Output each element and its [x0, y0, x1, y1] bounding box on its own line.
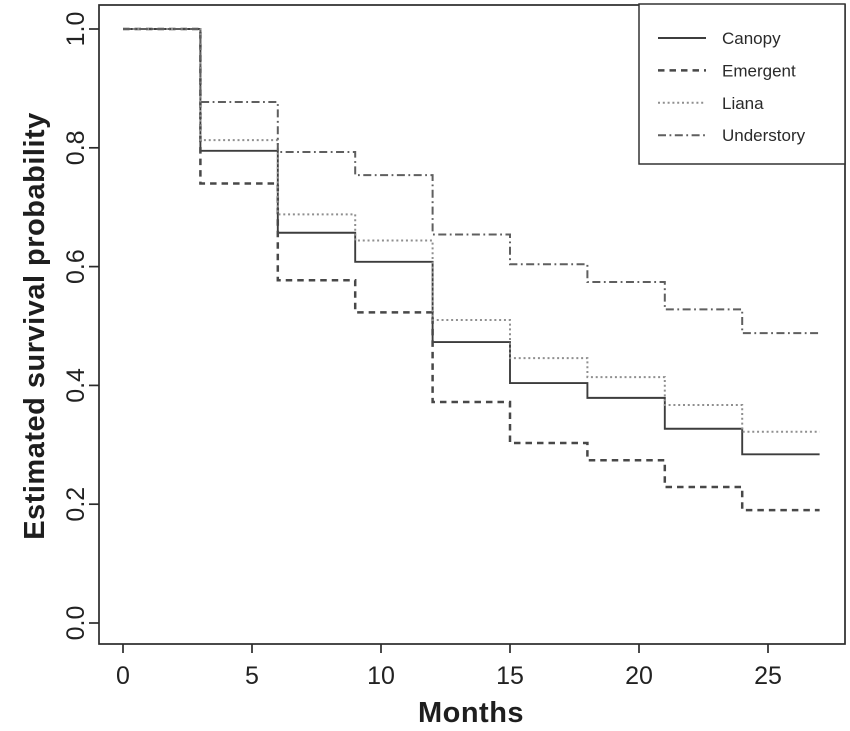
series-group: [123, 27, 820, 512]
x-tick-label: 15: [496, 662, 524, 690]
series-canopy-line: [123, 28, 820, 456]
y-tick-label: 0.8: [62, 130, 90, 165]
y-tick-label: 0.0: [62, 606, 90, 641]
y-tick-label: 1.0: [62, 12, 90, 47]
legend-box: [638, 3, 846, 165]
x-tick-label: 0: [116, 662, 130, 690]
y-axis-title: Estimated survival probability: [19, 112, 51, 540]
legend-label: Liana: [722, 94, 764, 113]
series-liana-line: [123, 28, 820, 433]
x-axis: 0 5 10 15 20 25: [116, 644, 782, 690]
legend-label: Emergent: [722, 61, 796, 80]
x-tick-label: 5: [245, 662, 259, 690]
x-tick-label: 25: [754, 662, 782, 690]
legend-item-understory: Understory: [658, 126, 806, 145]
legend-label: Canopy: [722, 29, 781, 48]
x-tick-label: 20: [625, 662, 653, 690]
x-tick-label: 10: [367, 662, 395, 690]
y-tick-label: 0.6: [62, 249, 90, 284]
series-emergent-line: [123, 27, 820, 512]
legend-label: Understory: [722, 126, 806, 145]
legend-item-liana: Liana: [658, 94, 764, 113]
legend-item-emergent: Emergent: [658, 61, 796, 80]
series-understory-line: [123, 28, 820, 335]
y-tick-label: 0.4: [62, 368, 90, 403]
legend-item-canopy: Canopy: [658, 29, 781, 48]
x-axis-title: Months: [418, 697, 524, 729]
y-tick-label: 0.2: [62, 487, 90, 522]
y-axis: 0.0 0.2 0.4 0.6 0.8 1.0: [62, 12, 99, 641]
legend: Canopy Emergent Liana Understory: [638, 3, 846, 165]
